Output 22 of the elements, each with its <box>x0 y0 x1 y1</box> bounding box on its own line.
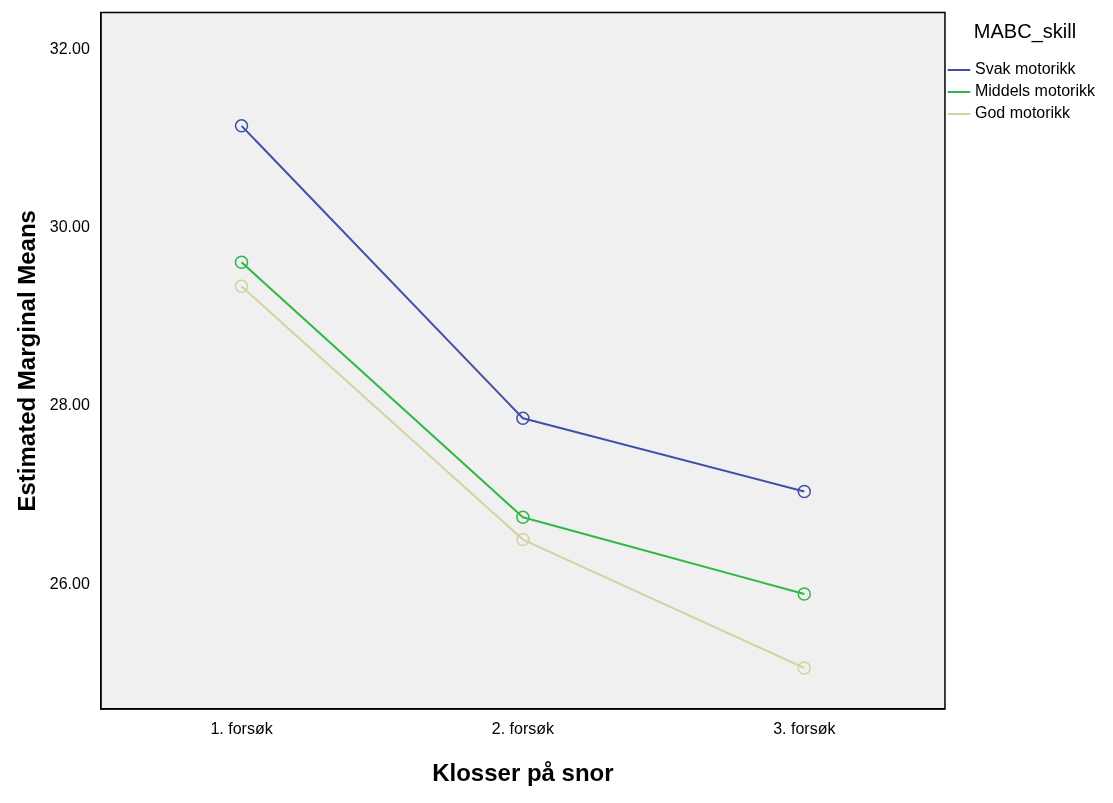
point <box>516 510 530 525</box>
point <box>797 661 812 675</box>
x-tick-label: 2. forsøk <box>491 720 556 738</box>
point <box>234 119 249 133</box>
x-axis-title: Klosser på snor <box>432 759 614 787</box>
y-tick-label: 30.00 <box>49 217 90 235</box>
point <box>234 279 249 294</box>
point <box>516 532 530 547</box>
legend-title: MABC_skill <box>973 19 1077 43</box>
x-tick-label: 1. forsøk <box>210 720 274 738</box>
x-tick-label: 3. forsøk <box>773 720 837 738</box>
y-tick-label: 26.00 <box>49 574 90 592</box>
point <box>797 587 812 601</box>
point <box>234 255 249 270</box>
y-axis-title: Estimated Marginal Means <box>13 210 41 512</box>
legend-label: Middels motorikk <box>974 82 1096 100</box>
y-tick-label: 28.00 <box>49 396 90 414</box>
legend-label: God motorikk <box>974 104 1072 122</box>
point <box>797 484 812 499</box>
point <box>516 411 530 426</box>
legend-label: Svak motorikk <box>974 60 1077 78</box>
y-tick-label: 32.00 <box>49 39 90 57</box>
